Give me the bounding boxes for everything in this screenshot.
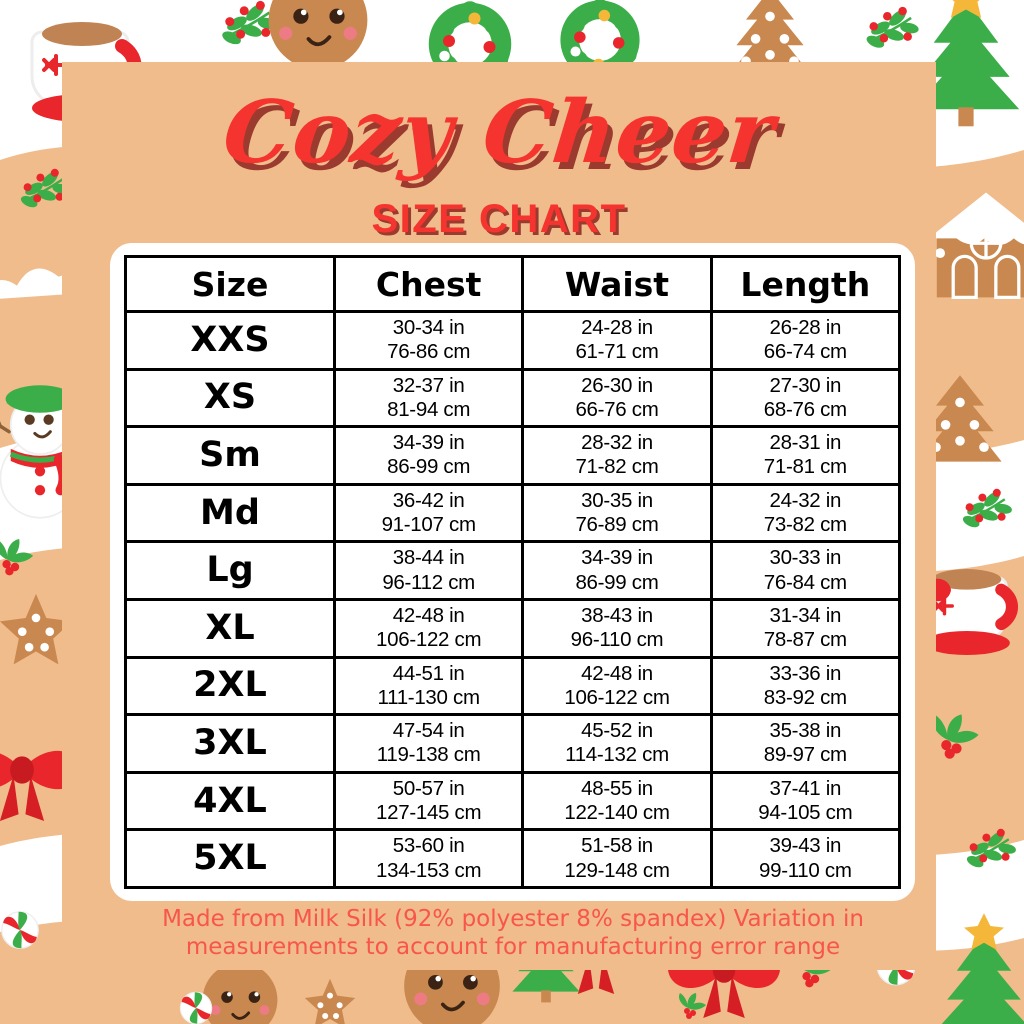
cell-waist: 28-32 in 71-82 cm	[521, 425, 713, 486]
cell-chest: 38-44 in 96-112 cm	[332, 540, 525, 601]
cell-chest: 34-39 in 86-99 cm	[332, 425, 525, 486]
cell-size: Lg	[124, 540, 336, 601]
cell-length: 39-43 in 99-110 cm	[709, 828, 902, 889]
cell-length: 26-28 in 66-74 cm	[709, 310, 902, 371]
material-disclaimer: Made from Milk Silk (92% polyester 8% sp…	[80, 905, 946, 961]
cell-size: 3XL	[124, 713, 336, 774]
brand-title-container: Cozy Cheer	[62, 70, 936, 195]
disclaimer-line-2: measurements to account for manufacturin…	[185, 934, 841, 961]
cell-waist: 45-52 in 114-132 cm	[521, 713, 713, 774]
table-row: Md 36-42 in 91-107 cm 30-35 in 76-89 cm 24…	[124, 482, 902, 544]
cell-chest: 30-34 in 76-86 cm	[332, 310, 525, 371]
cell-length: 28-31 in 71-81 cm	[709, 425, 902, 486]
table-row: 3XL 47-54 in 119-138 cm 45-52 in 114-132 c…	[124, 713, 902, 774]
cell-chest: 44-51 in 111-130 cm	[332, 655, 525, 717]
cell-chest: 53-60 in 134-153 cm	[332, 828, 525, 889]
size-table-card: Size Chest Waist Length XXS 30-34 in 76-8…	[110, 243, 915, 901]
disclaimer-line-1: Made from Milk Silk (92% polyester 8% sp…	[162, 906, 864, 932]
cell-chest: 47-54 in 119-138 cm	[332, 713, 525, 774]
cell-waist: 51-58 in 129-148 cm	[521, 828, 713, 889]
cell-length: 35-38 in 89-97 cm	[709, 713, 902, 774]
cell-size: 5XL	[124, 828, 336, 889]
cell-waist: 24-28 in 61-71 cm	[521, 310, 713, 371]
table-row: 5XL 53-60 in 134-153 cm 51-58 in 129-148 c…	[124, 828, 902, 889]
column-header-chest: Chest	[332, 255, 525, 313]
cell-waist: 48-55 in 122-140 cm	[521, 770, 713, 832]
column-header-length: Length	[709, 255, 902, 313]
cell-size: XL	[124, 597, 336, 659]
cell-length: 33-36 in 83-92 cm	[709, 655, 902, 717]
cell-size: Md	[124, 482, 336, 544]
cell-size: XXS	[124, 310, 336, 371]
cell-size: XS	[124, 367, 336, 429]
table-row: XL 42-48 in 106-122 cm 38-43 in 96-110 cm …	[124, 597, 902, 659]
table-header-row: Size Chest Waist Length	[124, 255, 902, 313]
cell-length: 27-30 in 68-76 cm	[709, 367, 902, 429]
cell-chest: 42-48 in 106-122 cm	[332, 597, 525, 659]
table-row: 4XL 50-57 in 127-145 cm 48-55 in 122-140 c…	[124, 770, 902, 832]
cell-waist: 42-48 in 106-122 cm	[521, 655, 713, 717]
cell-size: 4XL	[124, 770, 336, 832]
cell-size: Sm	[124, 425, 336, 486]
column-header-size: Size	[124, 255, 336, 313]
table-row: Lg 38-44 in 96-112 cm 34-39 in 86-99 cm 30…	[124, 540, 902, 601]
column-header-waist: Waist	[521, 255, 713, 313]
subtitle-container: SIZE CHART	[62, 196, 936, 242]
cell-chest: 36-42 in 91-107 cm	[332, 482, 525, 544]
table-row: XXS 30-34 in 76-86 cm 24-28 in 61-71 cm 26…	[124, 310, 902, 371]
cell-waist: 26-30 in 66-76 cm	[521, 367, 713, 429]
table-row: XS 32-37 in 81-94 cm 26-30 in 66-76 cm 27-…	[124, 367, 902, 429]
panel-bottom-wave	[62, 930, 936, 971]
cell-waist: 30-35 in 76-89 cm	[521, 482, 713, 544]
cell-length: 30-33 in 76-84 cm	[709, 540, 902, 601]
cell-length: 37-41 in 94-105 cm	[709, 770, 902, 832]
size-table: Size Chest Waist Length XXS 30-34 in 76-8…	[124, 255, 902, 889]
table-row: 2XL 44-51 in 111-130 cm 42-48 in 106-122 c…	[124, 655, 902, 717]
cell-size: 2XL	[124, 655, 336, 717]
cell-waist: 34-39 in 86-99 cm	[521, 540, 713, 601]
cell-chest: 50-57 in 127-145 cm	[332, 770, 525, 832]
page-subtitle: SIZE CHART	[371, 197, 627, 241]
table-row: Sm 34-39 in 86-99 cm 28-32 in 71-82 cm 28-…	[124, 425, 902, 486]
cell-length: 24-32 in 73-82 cm	[709, 482, 902, 544]
cell-chest: 32-37 in 81-94 cm	[332, 367, 525, 429]
brand-title: Cozy Cheer	[218, 81, 780, 183]
cell-length: 31-34 in 78-87 cm	[709, 597, 902, 659]
cell-waist: 38-43 in 96-110 cm	[521, 597, 713, 659]
